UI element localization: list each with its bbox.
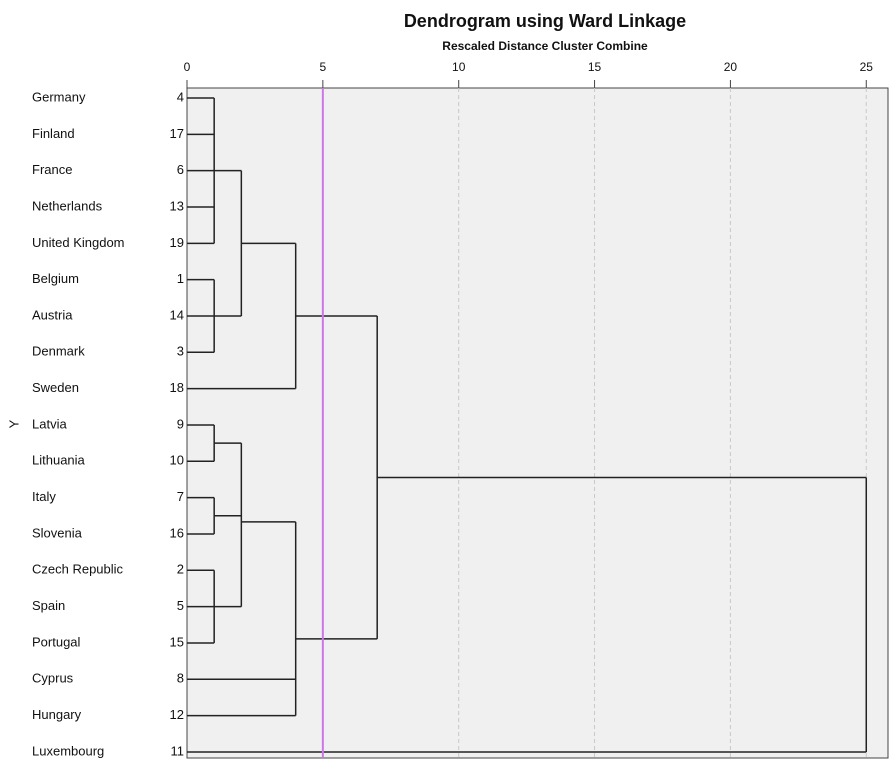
chart-subtitle: Rescaled Distance Cluster Combine — [442, 39, 648, 53]
x-tick-label: 10 — [452, 60, 466, 74]
case-number: 18 — [170, 380, 184, 395]
case-number: 13 — [170, 198, 184, 213]
case-number: 11 — [171, 743, 185, 758]
case-number: 14 — [170, 307, 184, 322]
case-number: 5 — [177, 598, 184, 613]
x-tick-label: 0 — [184, 60, 191, 74]
x-tick-label: 25 — [860, 60, 874, 74]
leaf-label: Luxembourg — [32, 743, 104, 758]
x-tick-label: 5 — [320, 60, 327, 74]
case-number: 6 — [177, 162, 184, 177]
leaf-label: Finland — [32, 126, 75, 141]
leaf-label: Spain — [32, 598, 65, 613]
case-number: 4 — [177, 89, 184, 104]
case-number: 8 — [177, 671, 184, 686]
case-number: 16 — [170, 525, 184, 540]
leaf-label: France — [32, 162, 72, 177]
x-tick-label: 20 — [724, 60, 738, 74]
case-number: 10 — [170, 453, 184, 468]
plot-area — [186, 87, 889, 759]
leaf-label: Belgium — [32, 271, 79, 286]
leaf-label: Lithuania — [32, 453, 86, 468]
case-number: 12 — [170, 707, 184, 722]
leaf-label: Sweden — [32, 380, 79, 395]
x-tick-label: 15 — [588, 60, 602, 74]
leaf-label: Hungary — [32, 707, 82, 722]
leaf-label: Cyprus — [32, 671, 74, 686]
leaf-label: Latvia — [32, 416, 67, 431]
case-number: 2 — [177, 562, 184, 577]
case-number: 15 — [170, 634, 184, 649]
case-number: 19 — [170, 235, 184, 250]
leaf-label: Czech Republic — [32, 562, 124, 577]
case-number: 17 — [170, 126, 184, 141]
case-number: 1 — [177, 271, 184, 286]
leaf-label: United Kingdom — [32, 235, 125, 250]
case-number: 9 — [177, 416, 184, 431]
leaf-label: Slovenia — [32, 525, 83, 540]
leaf-label: Italy — [32, 489, 56, 504]
y-axis-label: Y — [6, 419, 21, 428]
chart-title: Dendrogram using Ward Linkage — [404, 11, 686, 31]
case-number: 3 — [177, 344, 184, 359]
case-number: 7 — [177, 489, 184, 504]
leaf-label: Germany — [32, 89, 86, 104]
leaf-label: Netherlands — [32, 198, 103, 213]
leaf-label: Austria — [32, 307, 73, 322]
leaf-label: Denmark — [32, 344, 85, 359]
leaf-label: Portugal — [32, 634, 81, 649]
